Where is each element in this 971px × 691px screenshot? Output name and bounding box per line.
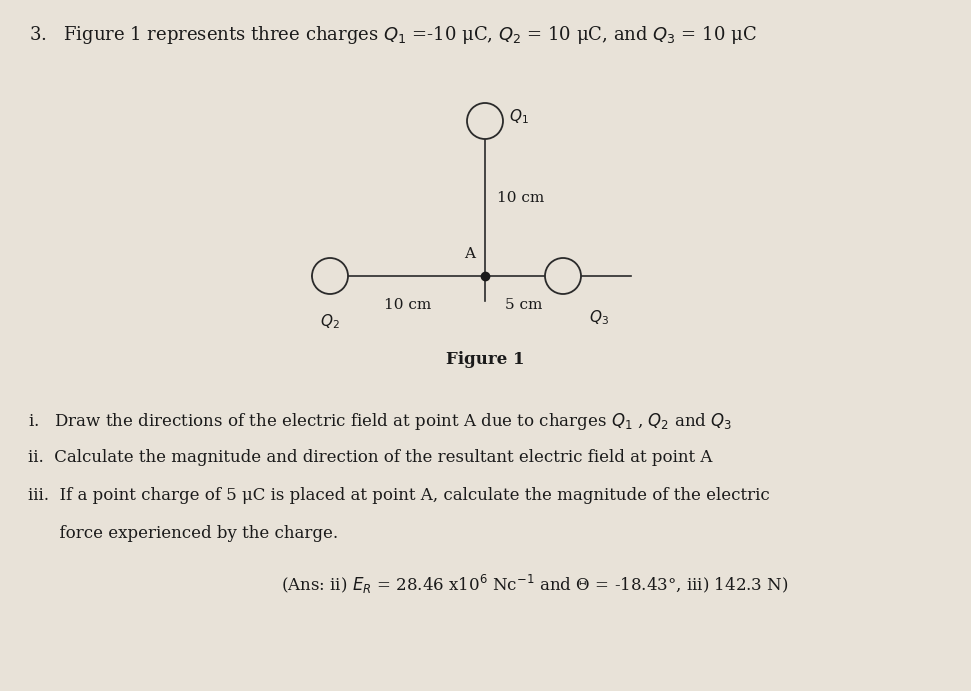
Text: (Ans: ii) $E_R$ = 28.46 x10$^6$ Nc$^{-1}$ and Θ = -18.43°, iii) 142.3 N): (Ans: ii) $E_R$ = 28.46 x10$^6$ Nc$^{-1}… — [282, 573, 788, 596]
Text: 10 cm: 10 cm — [497, 191, 545, 205]
Text: 3.   Figure 1 represents three charges $Q_1$ =-10 μC, $Q_2$ = 10 μC, and $Q_3$ =: 3. Figure 1 represents three charges $Q_… — [29, 24, 757, 46]
Circle shape — [545, 258, 581, 294]
Text: i.   Draw the directions of the electric field at point A due to charges $Q_1$ ,: i. Draw the directions of the electric f… — [28, 411, 732, 432]
Circle shape — [312, 258, 348, 294]
Text: $Q_3$: $Q_3$ — [589, 308, 609, 327]
Circle shape — [467, 103, 503, 139]
Text: iii.  If a point charge of 5 μC is placed at point A, calculate the magnitude of: iii. If a point charge of 5 μC is placed… — [28, 487, 770, 504]
Text: A: A — [464, 247, 475, 261]
Text: force experienced by the charge.: force experienced by the charge. — [28, 525, 338, 542]
Text: $Q_2$: $Q_2$ — [320, 312, 340, 331]
Text: 5 cm: 5 cm — [505, 298, 543, 312]
Text: $Q_1$: $Q_1$ — [509, 108, 529, 126]
Text: Figure 1: Figure 1 — [446, 351, 524, 368]
Text: ii.  Calculate the magnitude and direction of the resultant electric field at po: ii. Calculate the magnitude and directio… — [28, 449, 713, 466]
Text: 10 cm: 10 cm — [384, 298, 431, 312]
